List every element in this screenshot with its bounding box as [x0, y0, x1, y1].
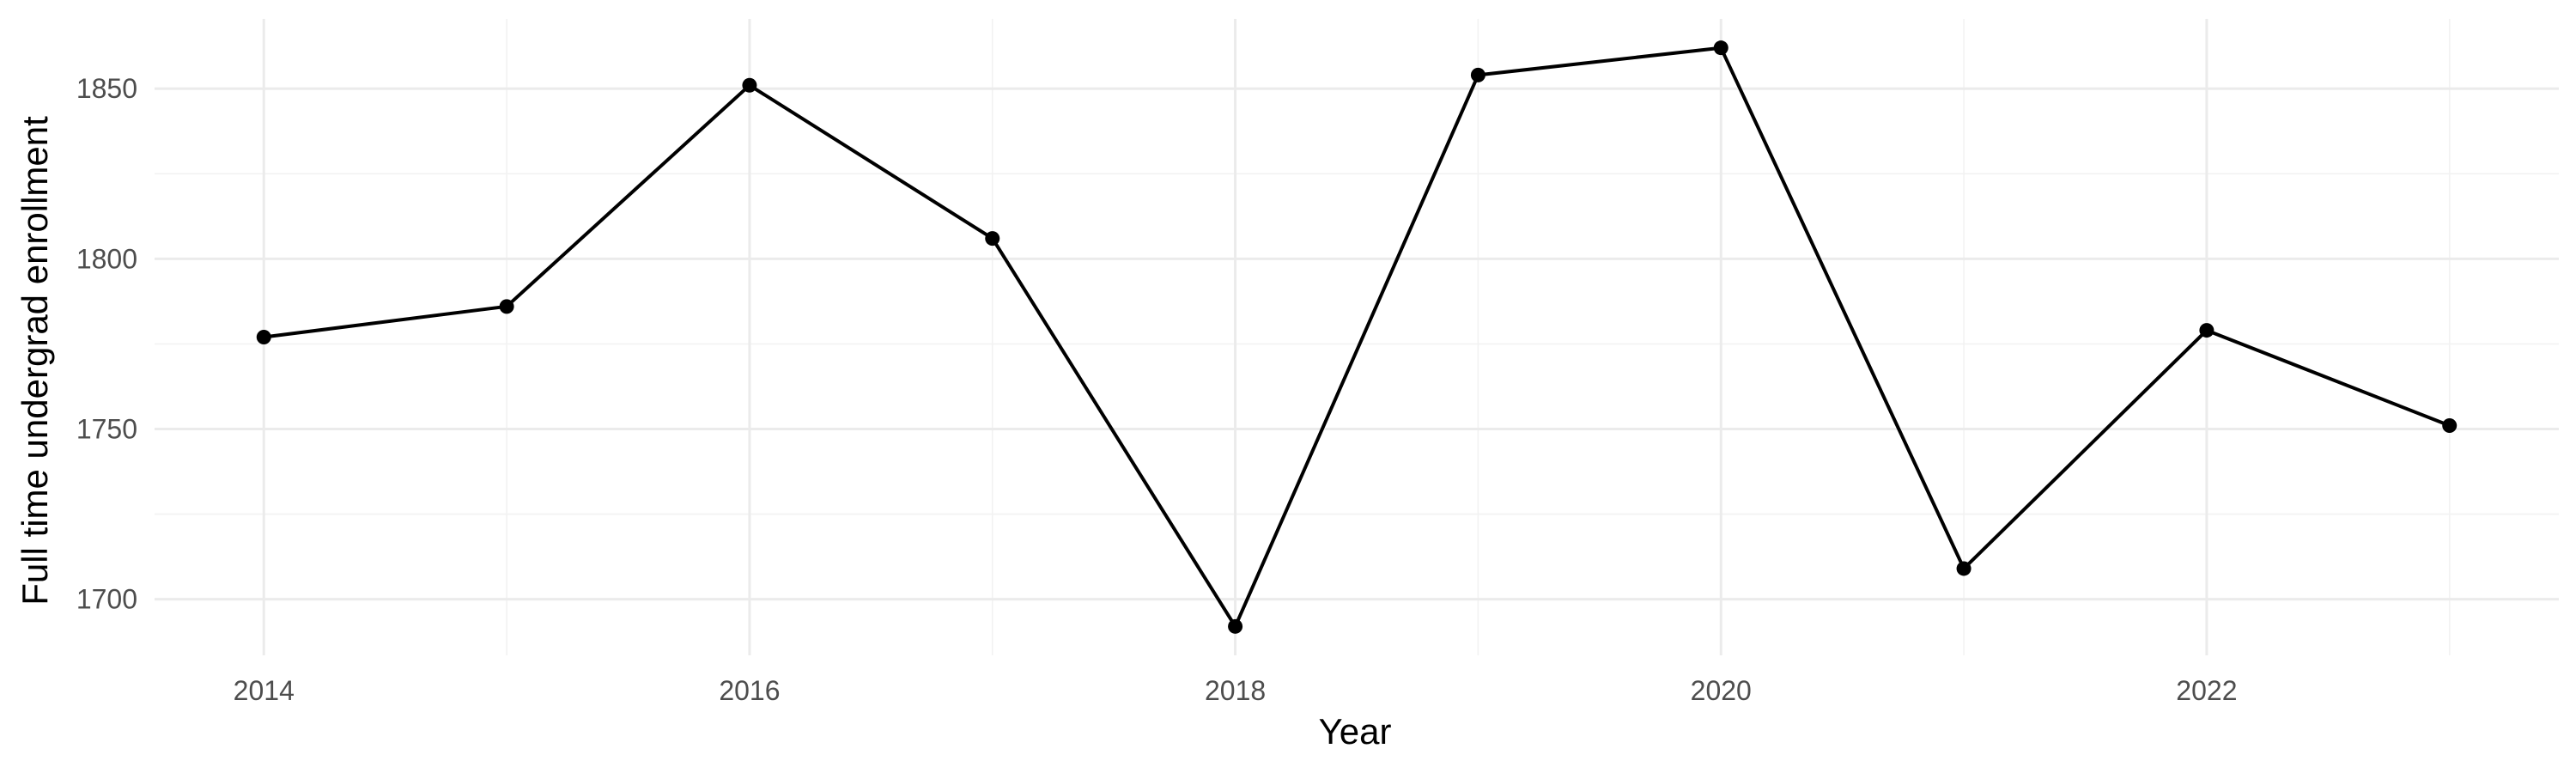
- data-point: [2442, 418, 2458, 434]
- x-tick-label: 2014: [234, 675, 295, 706]
- data-point: [1713, 40, 1728, 56]
- y-axis-title: Full time undergrad enrollment: [15, 116, 55, 606]
- y-axis-ticks: 1700 1750 1800 1850: [76, 73, 137, 614]
- x-axis-ticks: 2014 2016 2018 2020 2022: [234, 675, 2238, 706]
- data-point: [985, 231, 1000, 247]
- data-point: [2199, 323, 2215, 338]
- x-tick-label: 2022: [2176, 675, 2237, 706]
- y-tick-label: 1800: [76, 243, 137, 274]
- data-point: [1956, 561, 1971, 576]
- data-points: [256, 40, 2458, 634]
- x-axis-title: Year: [1319, 711, 1392, 752]
- y-tick-label: 1850: [76, 73, 137, 104]
- data-point: [1228, 618, 1243, 634]
- x-tick-label: 2016: [719, 675, 780, 706]
- data-point: [256, 330, 271, 344]
- x-tick-label: 2018: [1205, 675, 1266, 706]
- data-point: [742, 77, 757, 93]
- series-line: [264, 46, 2451, 629]
- data-point: [1470, 67, 1485, 82]
- y-tick-label: 1700: [76, 584, 137, 615]
- y-tick-label: 1750: [76, 413, 137, 444]
- x-tick-label: 2020: [1691, 675, 1752, 706]
- data-point: [499, 299, 514, 314]
